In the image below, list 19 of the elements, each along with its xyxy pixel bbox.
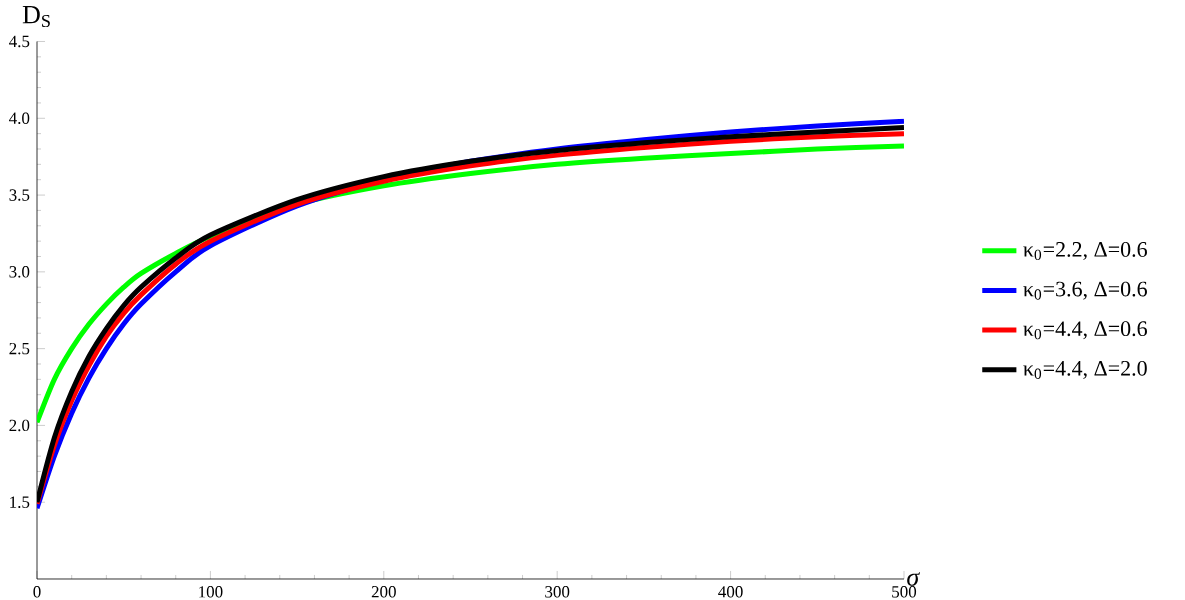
- x-tick-label: 400: [718, 586, 743, 598]
- y-tick-label: 3.5: [9, 189, 30, 201]
- x-tick-label: 300: [545, 586, 570, 598]
- y-tick-label: 2.0: [9, 419, 30, 432]
- x-axis-title: σ: [907, 572, 921, 586]
- legend-label: κ$_{0}$=4.4, Δ=0.6: [1023, 321, 1147, 340]
- y-tick-label: 4.0: [9, 112, 30, 125]
- y-tick-label: 4.5: [9, 35, 30, 48]
- x-tick-label: 500: [892, 586, 917, 598]
- legend-label: κ$_{0}$=3.6, Δ=0.6: [1023, 281, 1147, 300]
- legend-label: κ$_{0}$=2.2, Δ=0.6: [1023, 241, 1147, 261]
- y-tick-label: 1.5: [10, 496, 30, 508]
- x-tick-label: 100: [199, 586, 223, 598]
- x-tick-label: 0: [33, 586, 41, 598]
- legend-label: κ$_{0}$=4.4, Δ=2.0: [1023, 360, 1147, 379]
- y-tick-label: 2.5: [9, 342, 30, 355]
- x-tick-label: 200: [371, 586, 396, 598]
- y-axis-title: D$_{S}$: [22, 6, 50, 28]
- y-tick-label: 3.0: [9, 266, 30, 278]
